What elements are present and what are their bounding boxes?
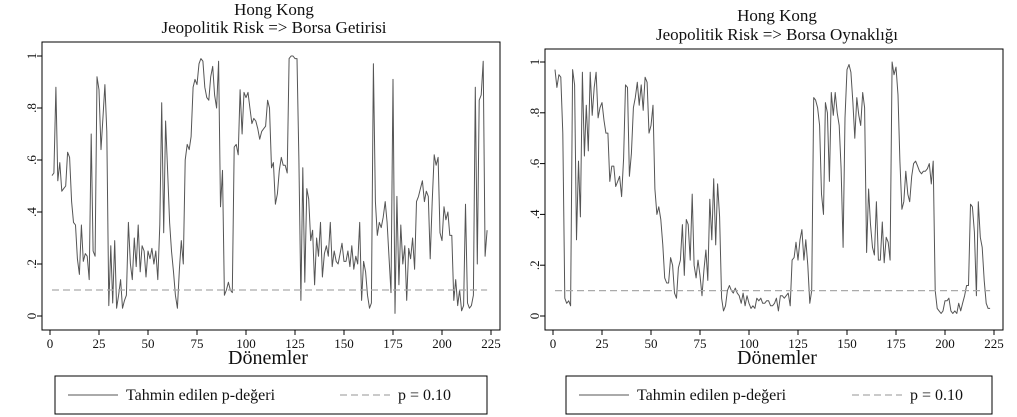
right-y-tick-label: .2 [527,260,542,270]
right-series-layer [554,61,991,314]
left-y-tick-label: .2 [24,259,39,269]
right-legend: Tahmin edilen p-değeri p = 0.10 [565,375,993,415]
left-axes: 0 25 50 75 100 125 150 175 200 225 0 .2 .4 .6 .8 1 [24,53,501,351]
right-y-tick-label: .6 [527,158,542,168]
right-legend-box [565,375,993,415]
left-x-tick-label: 225 [481,336,501,351]
left-chart-subtitle: Jeopolitik Risk => Borsa Getirisi [161,18,386,37]
left-legend: Tahmin edilen p-değeri p = 0.10 [54,375,488,415]
right-legend-label-pvalue: Tahmin edilen p-değeri [637,387,787,404]
right-x-tick-label: 150 [837,336,857,351]
left-y-tick-label: .4 [24,207,39,217]
left-y-tick-label: 1 [24,53,39,60]
right-x-axis-label: Dönemler [737,347,817,369]
left-pvalue-line [51,55,488,314]
left-panel-background [0,0,508,417]
right-x-tick-label: 50 [645,336,658,351]
right-chart-title: Hong Kong [737,6,817,25]
right-axes: 0 25 50 75 100 125 150 175 200 225 0 .2 .4 .6 .8 1 [527,59,1004,351]
right-pvalue-line [554,61,991,314]
right-x-tick-label: 175 [886,336,906,351]
right-x-tick-label: 0 [550,336,557,351]
right-y-tick-label: 0 [527,313,542,320]
right-panel-background [508,0,1017,417]
right-y-tick-label: .4 [527,209,542,219]
left-y-tick-label: .6 [24,155,39,165]
right-x-tick-label: 200 [935,336,955,351]
left-y-tick-label: .8 [24,103,39,113]
left-x-tick-label: 150 [334,336,354,351]
chart-left: Hong Kong Jeopolitik Risk => Borsa Getir… [0,0,508,417]
right-plot-frame [544,48,1004,331]
left-x-tick-label: 0 [47,336,54,351]
left-legend-label-threshold: p = 0.10 [398,387,451,404]
left-y-tick-label: 0 [24,313,39,320]
right-y-tick-label: .8 [527,108,542,118]
right-legend-label-threshold: p = 0.10 [910,387,963,404]
left-x-tick-label: 200 [432,336,452,351]
left-x-tick-label: 100 [236,336,256,351]
left-x-tick-label: 175 [383,336,403,351]
right-x-tick-label: 125 [788,336,808,351]
right-x-tick-label: 25 [596,336,609,351]
left-legend-label-pvalue: Tahmin edilen p-değeri [126,387,276,404]
right-x-tick-label: 75 [694,336,707,351]
left-series-layer [51,55,488,314]
right-chart-subtitle: Jeopolitik Risk => Borsa Oynaklığı [656,25,898,44]
left-legend-box [54,375,488,415]
left-x-axis-label: Dönemler [228,347,308,369]
right-x-tick-label: 100 [739,336,759,351]
left-x-tick-label: 75 [191,336,204,351]
right-x-tick-label: 225 [984,336,1004,351]
chart-right: Hong Kong Jeopolitik Risk => Borsa Oynak… [508,0,1017,417]
left-plot-frame [41,41,501,331]
left-x-tick-label: 50 [142,336,155,351]
left-x-tick-label: 125 [285,336,305,351]
left-chart-title: Hong Kong [234,0,314,19]
left-x-tick-label: 25 [93,336,106,351]
right-y-tick-label: 1 [527,59,542,66]
